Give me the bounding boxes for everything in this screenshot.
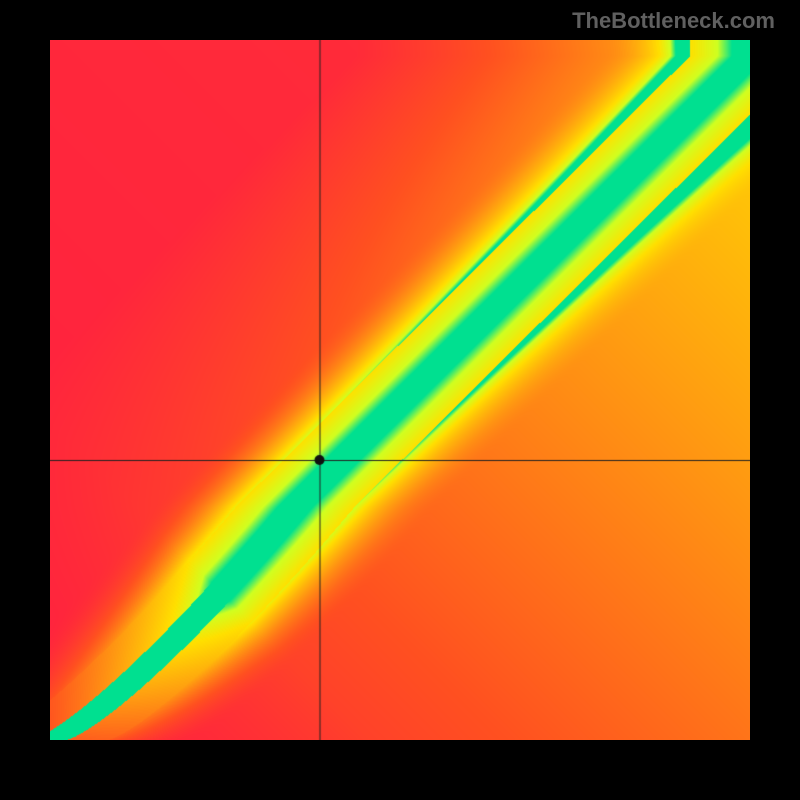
- heatmap-plot: [50, 40, 750, 740]
- watermark-label: TheBottleneck.com: [572, 8, 775, 34]
